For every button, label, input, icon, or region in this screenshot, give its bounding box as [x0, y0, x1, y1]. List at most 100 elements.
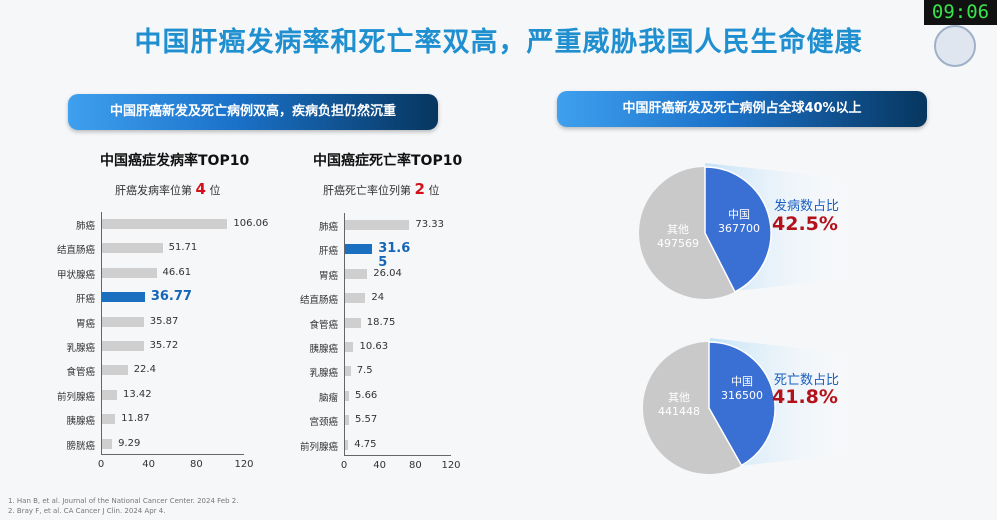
incidence-value-label: 13.42: [122, 388, 152, 400]
footnote-1: 1. Han B, et al. Journal of the National…: [8, 497, 239, 505]
incidence-bar: [101, 438, 113, 449]
mortality-share-value: 41.8%: [772, 386, 838, 408]
mortality-value-label: 10.63: [359, 341, 389, 352]
mortality-category-label: 前列腺癌: [299, 441, 338, 453]
incidence-tick-label: 120: [234, 458, 254, 470]
timer-display: 09:06: [924, 0, 997, 25]
mortality-tick-label: 80: [408, 459, 422, 471]
incidence-tick-label: 80: [189, 458, 203, 470]
mortality-category-label: 肺癌: [318, 222, 338, 233]
incidence-category-label: 甲状腺癌: [56, 269, 95, 281]
mortality-pie-chart: [643, 338, 860, 474]
mortality-china-value: 316500: [721, 389, 763, 402]
mortality-value-label: 5.66: [355, 389, 378, 401]
mortality-subtitle-pre: 肝癌死亡率位列第: [323, 184, 411, 197]
mortality-china-name: 中国: [731, 375, 753, 388]
mortality-category-label: 胃癌: [318, 270, 338, 282]
incidence-china-value: 367700: [718, 222, 760, 235]
mortality-bar: [344, 415, 349, 426]
mortality-x-axis: [344, 454, 451, 456]
incidence-x-axis: [101, 453, 244, 455]
incidence-value-label: 46.61: [162, 266, 192, 278]
incidence-bar: [101, 243, 163, 254]
mortality-category-label: 宫颈癌: [309, 417, 338, 429]
incidence-value-label: 51.71: [168, 242, 198, 254]
mortality-y-axis: [344, 213, 345, 455]
mortality-value-label: 73.33: [415, 219, 445, 230]
incidence-share-value: 42.5%: [772, 213, 838, 235]
incidence-bar: [101, 219, 228, 229]
mortality-value-label: 31.6 5: [378, 241, 411, 271]
footnote-2: 2. Bray F, et al. CA Cancer J Clin. 2024…: [8, 507, 166, 515]
incidence-bar: [101, 267, 157, 278]
incidence-bar: [101, 365, 128, 376]
mortality-category-label: 胰腺癌: [309, 344, 338, 355]
mortality-bar: [344, 366, 351, 377]
incidence-subtitle-pre: 肝癌发病率位第: [115, 184, 192, 197]
incidence-category-label: 肝癌: [75, 294, 95, 306]
mortality-bar: [344, 268, 368, 279]
incidence-pie-china-slice: [704, 166, 772, 293]
incidence-china-name: 中国: [728, 208, 750, 221]
institution-logo: [934, 25, 976, 67]
incidence-category-label: 结直肠癌: [56, 245, 95, 257]
incidence-bar: [101, 414, 116, 425]
mortality-rank: 2: [414, 180, 425, 198]
incidence-y-axis: [101, 212, 102, 454]
mortality-value-label: 4.75: [354, 438, 377, 450]
incidence-category-label: 乳腺癌: [66, 343, 95, 354]
mortality-category-label: 肝癌: [318, 246, 338, 258]
mortality-bar: [344, 293, 366, 304]
incidence-value-label: 35.87: [149, 315, 179, 327]
mortality-other-name: 其他: [668, 391, 690, 404]
mortality-value-label: 5.57: [354, 414, 378, 426]
incidence-value-label: 11.87: [121, 413, 150, 425]
mortality-category-label: 脑瘤: [318, 392, 338, 404]
mortality-tick-label: 0: [340, 459, 348, 471]
mortality-category-label: 乳腺癌: [309, 368, 338, 380]
mortality-value-label: 18.75: [366, 316, 396, 328]
mortality-subtitle-post: 位: [428, 184, 440, 197]
incidence-bar: [101, 341, 144, 351]
incidence-value-label: 9.29: [118, 437, 141, 449]
incidence-pie-chart: [639, 163, 860, 299]
incidence-other-label: 其他 497569: [654, 221, 702, 250]
incidence-bar: [101, 292, 145, 303]
incidence-china-label: 中国 367700: [713, 206, 765, 235]
mortality-tick-label: 120: [441, 459, 461, 471]
mortality-china-label: 中国 316500: [716, 373, 768, 402]
incidence-category-label: 肺癌: [75, 221, 95, 232]
mortality-share-title: 死亡数占比: [774, 373, 840, 388]
mortality-category-label: 结直肠癌: [299, 295, 338, 307]
incidence-value-label: 106.06: [233, 218, 269, 229]
incidence-value-label: 35.72: [149, 340, 179, 351]
incidence-category-label: 前列腺癌: [56, 391, 95, 403]
slide-title: 中国肝癌发病率和死亡率双高，严重威胁我国人民生命健康: [134, 27, 863, 58]
incidence-category-label: 胃癌: [75, 318, 95, 330]
mortality-bar: [344, 342, 354, 352]
incidence-rank: 4: [195, 180, 206, 198]
mortality-bar: [344, 317, 361, 328]
incidence-other-name: 其他: [667, 223, 689, 236]
incidence-other-value: 497569: [657, 237, 699, 250]
mortality-bar: [344, 439, 349, 450]
banner-global-share: 中国肝癌新发及死亡病例占全球40%以上: [557, 91, 927, 127]
incidence-chart-title: 中国癌症发病率TOP10: [100, 153, 250, 169]
incidence-tick-label: 0: [97, 458, 105, 470]
incidence-share-title: 发病数占比: [774, 199, 840, 214]
mortality-value-label: 24: [371, 292, 385, 304]
mortality-other-label: 其他 441448: [655, 389, 703, 418]
mortality-other-value: 441448: [658, 405, 700, 418]
mortality-value-label: 26.04: [373, 267, 402, 279]
mortality-category-label: 食管癌: [309, 319, 338, 331]
mortality-bar: [344, 220, 410, 230]
incidence-pie-other-slice: [639, 167, 735, 299]
incidence-value-label: 36.77: [150, 289, 192, 305]
incidence-category-label: 食管癌: [66, 367, 95, 379]
incidence-bar: [101, 389, 117, 400]
incidence-bar: [101, 316, 144, 327]
incidence-subtitle-post: 位: [209, 184, 221, 197]
mortality-pie-china-slice: [708, 341, 776, 467]
incidence-category-label: 胰腺癌: [66, 416, 95, 428]
mortality-chart-subtitle: 肝癌死亡率位列第 2 位: [323, 180, 439, 198]
